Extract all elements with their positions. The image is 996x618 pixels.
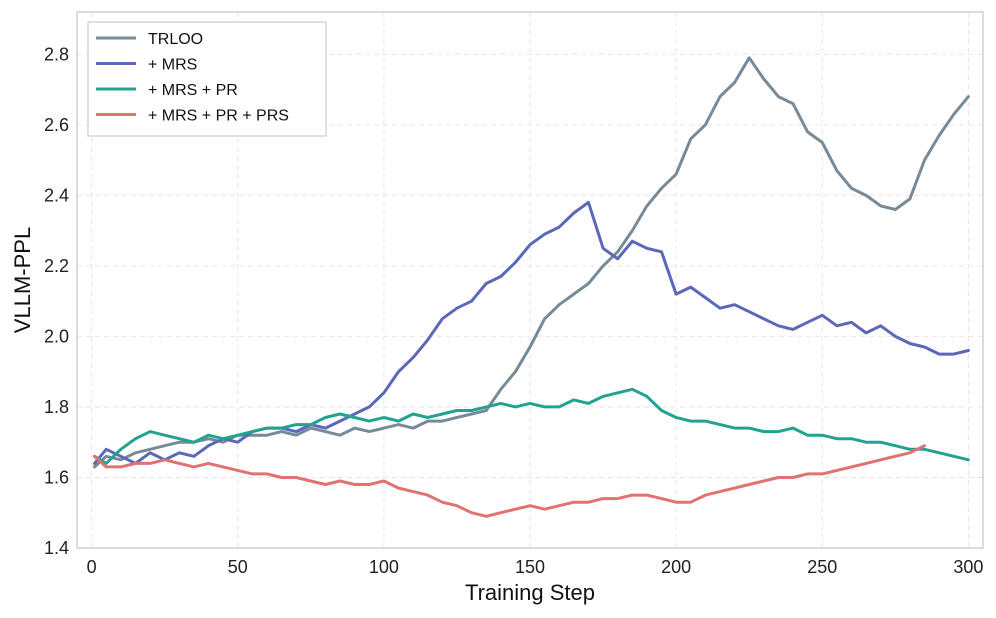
y-tick-label: 2.0 [44, 326, 69, 346]
y-tick-label: 1.6 [44, 467, 69, 487]
y-tick-label: 2.6 [44, 115, 69, 135]
tick-labels: 0 50 100 150 200 250 300 1.4 1.6 1.8 2.0 2.2 2.4 2.6 2… [44, 44, 983, 577]
legend-label: + MRS + PR + PRS [148, 108, 289, 125]
x-tick-label: 0 [87, 557, 97, 577]
y-axis-title: VLLM-PPL [10, 227, 35, 333]
x-axis-title: Training Step [465, 580, 595, 605]
legend-label: + MRS [148, 57, 197, 74]
series-line-mrs-pr [93, 387, 970, 465]
x-tick-label: 250 [807, 557, 837, 577]
legend: TRLOO + MRS + MRS + PR + MRS + PR + PRS [87, 21, 327, 137]
series-group [93, 56, 970, 518]
x-tick-label: 300 [953, 557, 983, 577]
x-tick-label: 100 [369, 557, 399, 577]
legend-label: TRLOO [148, 31, 203, 48]
y-tick-label: 2.8 [44, 44, 69, 64]
x-tick-label: 50 [228, 557, 248, 577]
x-tick-label: 150 [515, 557, 545, 577]
legend-label: + MRS + PR [148, 82, 238, 99]
y-tick-label: 1.4 [44, 538, 69, 558]
plot-frame [76, 11, 984, 549]
y-tick-label: 1.8 [44, 397, 69, 417]
y-tick-label: 2.2 [44, 256, 69, 276]
x-tick-label: 200 [661, 557, 691, 577]
series-line-mrs [93, 200, 970, 465]
legend-box [87, 21, 327, 137]
y-tick-label: 2.4 [44, 185, 69, 205]
series-line-mrs-pr-prs [93, 444, 926, 518]
